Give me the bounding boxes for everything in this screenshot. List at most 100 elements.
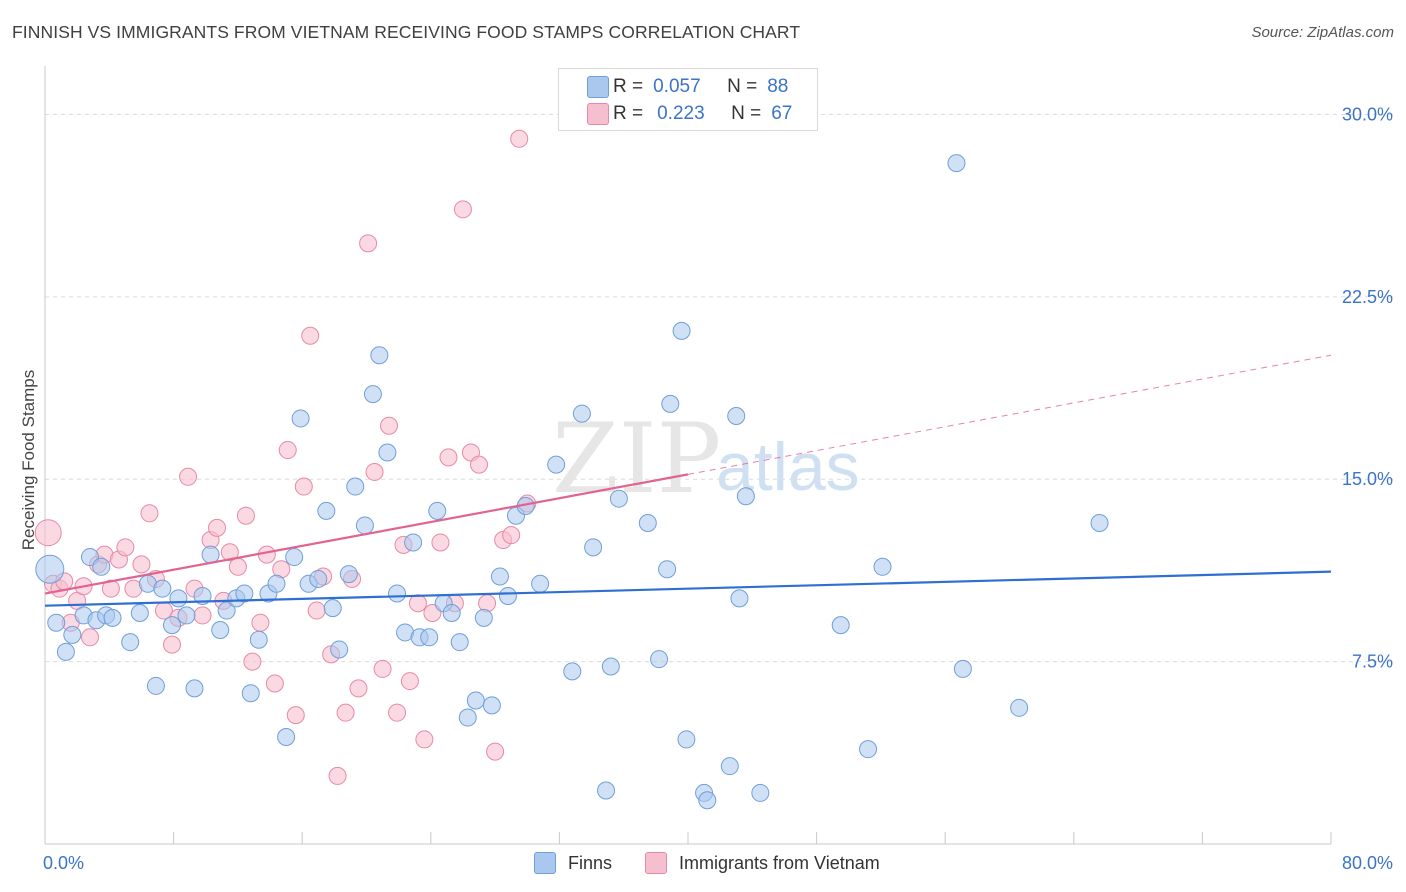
finns-point — [601, 657, 620, 676]
legend-r-value: 0.057 — [653, 76, 701, 97]
y-tick-label: 30.0% — [1342, 104, 1393, 124]
x-tick-label: 80.0% — [1342, 853, 1393, 873]
vietnam-point — [380, 416, 399, 435]
finns-point — [677, 730, 696, 749]
legend-n-value: 67 — [771, 103, 793, 124]
vietnam-point — [243, 652, 262, 671]
series-legend-finns: Finns — [534, 852, 612, 874]
finns-point — [597, 781, 616, 800]
legend-row-vietnam: R = 0.223 N = 67 — [587, 102, 793, 126]
finns-point — [466, 691, 485, 710]
finns-point — [736, 487, 755, 506]
legend-r-label: R = — [613, 103, 644, 124]
vietnam-point — [408, 594, 427, 613]
finns-point — [584, 538, 603, 557]
vietnam-point — [453, 200, 472, 219]
series-finns-points — [35, 154, 1109, 810]
finns-point — [474, 608, 493, 627]
finns-point — [482, 696, 501, 715]
series-vietnam-points — [34, 129, 537, 785]
vietnam-point — [220, 543, 239, 562]
y-tick-label: 22.5% — [1342, 287, 1393, 307]
vietnam-point — [336, 703, 355, 722]
vietnam-point — [101, 579, 120, 598]
finns-point — [146, 676, 165, 695]
finns-point — [285, 548, 304, 567]
source-label: Source: ZipAtlas.com — [1251, 24, 1394, 41]
finns-point — [211, 621, 230, 640]
vietnam-swatch — [645, 852, 667, 874]
vietnam-point — [400, 672, 419, 691]
grid-lines — [45, 113, 1394, 663]
finns-point — [235, 584, 254, 603]
vietnam-point — [301, 326, 320, 345]
vietnam-point — [179, 467, 198, 486]
watermark: ZIP atlas — [552, 403, 860, 515]
finns-point — [193, 586, 212, 605]
vietnam-point — [265, 674, 284, 693]
vietnam-point — [307, 601, 326, 620]
finns-point — [661, 394, 680, 413]
finns-point — [873, 557, 892, 576]
finns-point — [201, 545, 220, 564]
finns-point — [650, 650, 669, 669]
finns-point — [531, 574, 550, 593]
y-axis-label: Receiving Food Stamps — [19, 369, 38, 551]
vietnam-point — [132, 555, 151, 574]
legend-swatch-vietnam — [587, 103, 609, 125]
vietnam-point — [373, 659, 392, 678]
legend-r-label: R = — [613, 76, 644, 97]
finns-point — [388, 584, 407, 603]
finns-point — [363, 385, 382, 404]
finns-point — [450, 633, 469, 652]
correlation-legend: R = 0.057 N = 88 R = 0.223 N = 67 — [558, 68, 818, 131]
vietnam-point — [286, 706, 305, 725]
vietnam-point — [415, 730, 434, 749]
finns-point — [370, 346, 389, 365]
vietnam-point — [116, 538, 135, 557]
finns-point — [698, 791, 717, 810]
finns-point — [249, 630, 268, 649]
finns-point — [458, 708, 477, 727]
finns-point — [404, 533, 423, 552]
vietnam-point — [478, 594, 497, 613]
legend-swatch-finns — [587, 76, 609, 98]
finns-point — [672, 321, 691, 340]
finns-point — [162, 616, 181, 635]
legend-r-value: 0.223 — [657, 103, 705, 124]
finns-point — [177, 606, 196, 625]
finns-point — [291, 409, 310, 428]
finns-point — [859, 740, 878, 759]
series-legend-vietnam: Immigrants from Vietnam — [645, 852, 880, 874]
finns-trend-line — [44, 570, 1332, 607]
finns-point — [277, 728, 296, 747]
finns-swatch — [534, 852, 556, 874]
vietnam-point — [486, 742, 505, 761]
finns-point — [56, 642, 75, 661]
finns-point — [185, 679, 204, 698]
vietnam-label: Immigrants from Vietnam — [679, 852, 880, 873]
finns-label: Finns — [568, 852, 613, 873]
finns-point — [947, 154, 966, 173]
finns-point — [121, 633, 140, 652]
finns-point — [547, 455, 566, 474]
finns-point — [346, 477, 365, 496]
vietnam-trend-extension — [687, 354, 1332, 475]
finns-point — [730, 589, 749, 608]
series-legend: Finns Immigrants from Vietnam — [0, 852, 1406, 876]
x-tick-label: 0.0% — [43, 853, 84, 873]
legend-n-value: 88 — [767, 76, 789, 97]
vietnam-point — [278, 441, 297, 460]
finns-point — [572, 404, 591, 423]
finns-point — [241, 684, 260, 703]
vietnam-point — [251, 613, 270, 632]
vietnam-point — [81, 628, 100, 647]
finns-point — [638, 514, 657, 533]
finns-point — [658, 560, 677, 579]
vietnam-point — [431, 533, 450, 552]
finns-point — [323, 599, 342, 618]
vietnam-point — [502, 526, 521, 545]
finns-point — [831, 616, 850, 635]
vietnam-point — [470, 455, 489, 474]
finns-point — [420, 628, 439, 647]
